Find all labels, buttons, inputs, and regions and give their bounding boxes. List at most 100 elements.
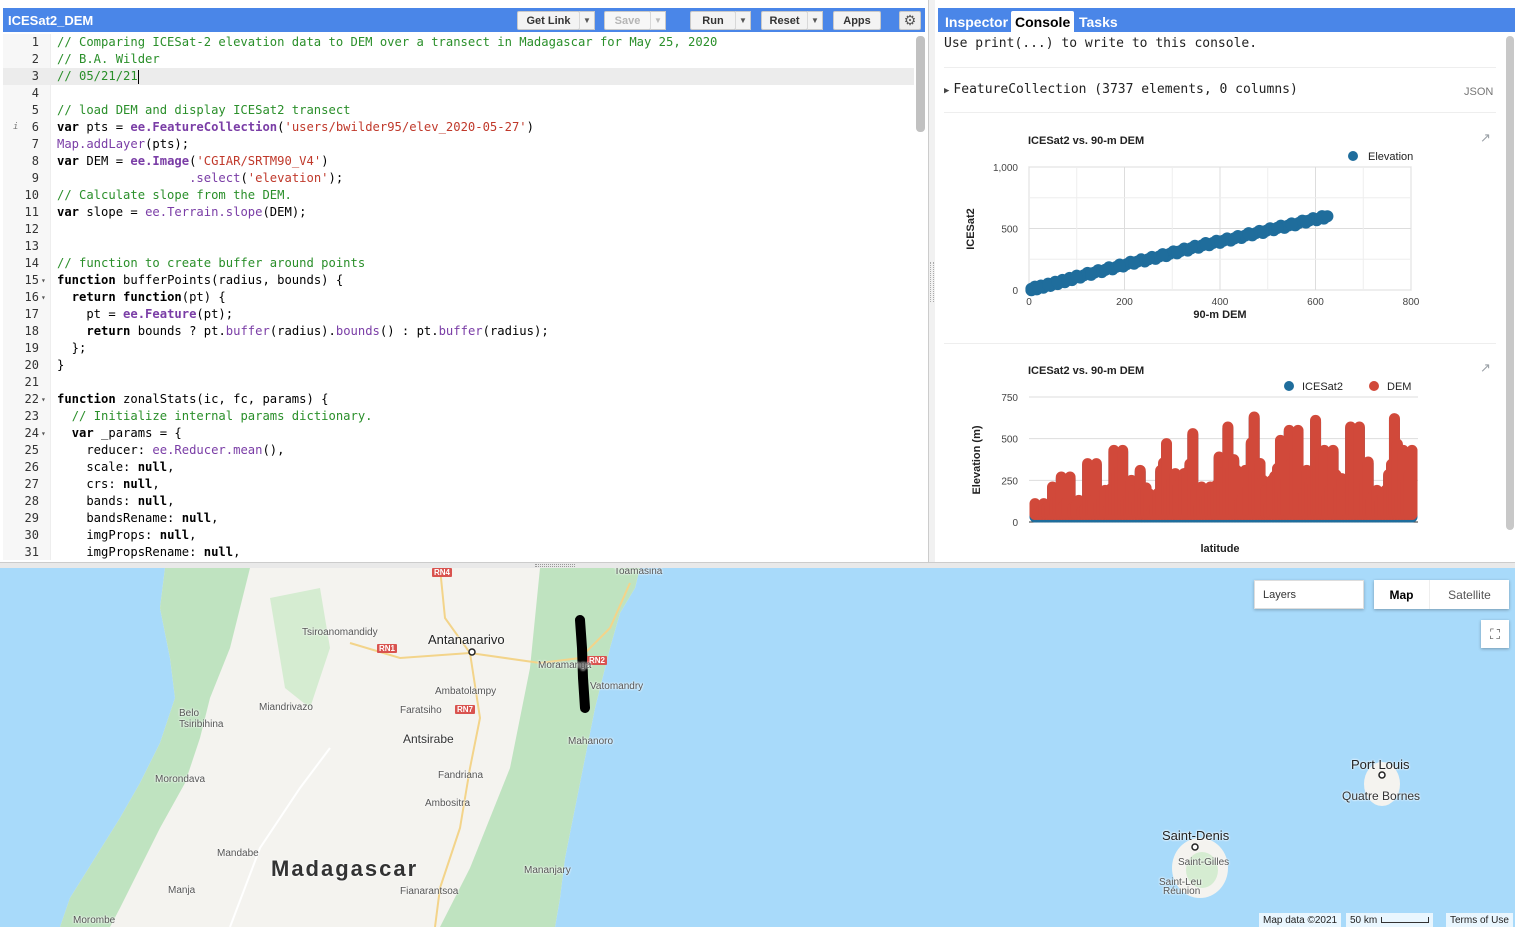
popout-icon[interactable]: ↗ (1480, 130, 1491, 145)
apps-button[interactable]: Apps (833, 11, 881, 30)
map-view[interactable]: RN4 RN1 RN2 RN7 Toamasina Tsiroanomandid… (0, 568, 1515, 927)
code-line[interactable]: 19 }; (3, 340, 914, 357)
settings-button[interactable]: ⚙ (899, 11, 921, 30)
terms-link[interactable]: Terms of Use (1446, 913, 1513, 927)
legend-marker (1284, 381, 1294, 391)
code-token: bounds (335, 324, 380, 338)
code-line[interactable]: 30 imgProps: null, (3, 527, 914, 544)
code-line[interactable]: 28 bands: null, (3, 493, 914, 510)
fold-toggle-icon[interactable]: ▾ (41, 293, 46, 302)
map-type-satellite-button[interactable]: Satellite (1448, 587, 1491, 602)
vertical-splitter[interactable] (929, 0, 935, 562)
code-line[interactable]: 18 return bounds ? pt.buffer(radius).bou… (3, 323, 914, 340)
fold-toggle-icon[interactable]: ▾ (41, 276, 46, 285)
code-line[interactable]: 6 i var pts = ee.FeatureCollection('users/… (3, 119, 914, 136)
code-line[interactable]: 10 // Calculate slope from the DEM. (3, 187, 914, 204)
code-token: scale: (57, 460, 138, 474)
code-token: null (181, 511, 212, 525)
code-text-area[interactable]: 1 // Comparing ICESat-2 elevation data to… (3, 34, 914, 560)
popout-icon[interactable]: ↗ (1480, 360, 1491, 375)
map-label: Réunion (1163, 886, 1201, 897)
line-code: // Initialize internal params dictionary… (57, 408, 373, 425)
layers-control[interactable]: Layers (1254, 580, 1364, 609)
fold-toggle-icon[interactable]: ▾ (41, 429, 46, 438)
code-token: // function to create buffer around poin… (57, 256, 366, 270)
code-line[interactable]: 3 // 05/21/21 (3, 68, 914, 85)
info-icon[interactable]: i (13, 122, 19, 132)
code-line[interactable]: 5 // load DEM and display ICESat2 transec… (3, 102, 914, 119)
code-token: null (203, 545, 234, 559)
code-line[interactable]: 8 var DEM = ee.Image('CGIAR/SRTM90_V4') (3, 153, 914, 170)
line-number: 8 (31, 154, 39, 168)
chevron-down-icon: ▼ (654, 16, 662, 25)
map-type-map-button[interactable]: Map (1374, 580, 1430, 609)
icesat2-transect-layer[interactable] (575, 615, 590, 713)
code-line[interactable]: 20} (3, 357, 914, 374)
code-line[interactable]: 31 imgPropsRename: null, (3, 544, 914, 560)
tab-inspector[interactable]: Inspector (945, 13, 1009, 30)
map-label: Mahanoro (568, 736, 614, 747)
code-line[interactable]: 1 // Comparing ICESat-2 elevation data to… (3, 34, 914, 51)
code-token: (radius). (269, 324, 336, 338)
code-line[interactable]: 24 ▾ var _params = { (3, 425, 914, 442)
chevron-down-icon: ▼ (583, 16, 591, 25)
fold-toggle-icon[interactable]: ▾ (41, 395, 46, 404)
horizontal-splitter[interactable] (0, 562, 1515, 568)
tab-console[interactable]: Console (1011, 11, 1075, 32)
code-line[interactable]: 4 (3, 85, 914, 102)
run-dropdown[interactable]: ▼ (735, 11, 751, 30)
line-number: 13 (24, 239, 39, 253)
get-link-button[interactable]: Get Link (517, 11, 580, 30)
save-button[interactable]: Save (604, 11, 651, 30)
code-line[interactable]: 22 ▾ function zonalStats(ic, fc, params) { (3, 391, 914, 408)
legend-marker (1369, 381, 1379, 391)
console-scrollbar[interactable] (1506, 36, 1514, 530)
line-code: function zonalStats(ic, fc, params) { (57, 391, 329, 408)
scatter-chart-elevation: ↗ ICESat2 vs. 90-m DEM 0 200 400 600 800 0 500… (944, 124, 1496, 344)
run-button[interactable]: Run (690, 11, 736, 30)
code-line[interactable]: 15 ▾ function bufferPoints(radius, bounds)… (3, 272, 914, 289)
code-line[interactable]: 25 reducer: ee.Reducer.mean(), (3, 442, 914, 459)
code-token: bands: (57, 494, 138, 508)
y-tick-label: 750 (1001, 393, 1018, 404)
map-label: Saint-Denis (1162, 828, 1230, 843)
fullscreen-icon: ⛶ (1490, 625, 1500, 642)
legend-marker (1348, 151, 1358, 161)
code-token: (), (262, 443, 285, 457)
save-dropdown[interactable]: ▼ (650, 11, 666, 30)
editor-scrollbar[interactable] (916, 36, 925, 132)
code-line[interactable]: 16 ▾ return function(pt) { (3, 289, 914, 306)
scale-control[interactable]: 50 km (1346, 913, 1434, 927)
line-number: 24 (24, 426, 39, 440)
reset-dropdown[interactable]: ▼ (807, 11, 823, 30)
feature-collection-entry[interactable]: ▶ FeatureCollection (3737 elements, 0 col… (944, 82, 1298, 97)
code-line[interactable]: 12 (3, 221, 914, 238)
get-link-dropdown[interactable]: ▼ (579, 11, 595, 30)
code-line[interactable]: 21 (3, 374, 914, 391)
code-line[interactable]: 11 var slope = ee.Terrain.slope(DEM); (3, 204, 914, 221)
data-point (1032, 281, 1045, 294)
fullscreen-button[interactable]: ⛶ (1481, 620, 1509, 648)
code-line[interactable]: 23 // Initialize internal params diction… (3, 408, 914, 425)
line-code: } (57, 357, 64, 374)
code-line[interactable]: 7 Map.addLayer(pts); (3, 136, 914, 153)
code-token: bounds ? pt. (130, 324, 226, 338)
reset-button[interactable]: Reset (761, 11, 808, 30)
code-line[interactable]: 2 // B.A. Wilder (3, 51, 914, 68)
code-line[interactable]: 9 .select('elevation'); (3, 170, 914, 187)
code-token: ( (240, 171, 248, 185)
code-line[interactable]: 26 scale: null, (3, 459, 914, 476)
code-line[interactable]: 27 crs: null, (3, 476, 914, 493)
code-line[interactable]: 14 // function to create buffer around po… (3, 255, 914, 272)
line-number: 30 (24, 528, 39, 542)
map-label: Ambatolampy (435, 686, 497, 697)
code-token: Map.addLayer (57, 137, 146, 151)
y-axis-label: Elevation (m) (971, 425, 983, 494)
tab-tasks[interactable]: Tasks (1079, 13, 1118, 30)
json-button[interactable]: JSON (1464, 86, 1494, 98)
console-hint: Use print(...) to write to this console. (944, 36, 1258, 51)
code-line[interactable]: 17 pt = ee.Feature(pt); (3, 306, 914, 323)
code-line[interactable]: 29 bandsRename: null, (3, 510, 914, 527)
code-line[interactable]: 13 (3, 238, 914, 255)
